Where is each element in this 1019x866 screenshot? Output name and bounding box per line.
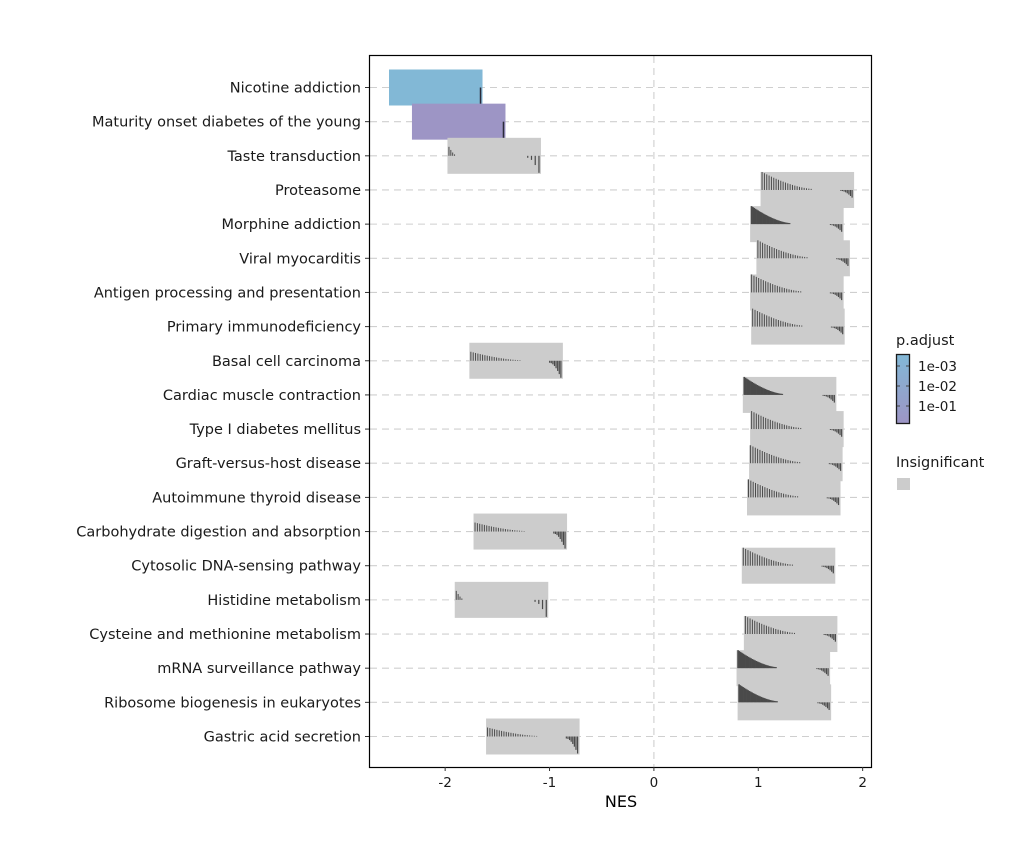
pathway-box-group (473, 513, 568, 550)
y-tick-label: Antigen processing and presentation (94, 285, 361, 301)
y-tick-label: Histidine metabolism (207, 593, 361, 609)
legend-colorbar-title: p.adjust (896, 333, 955, 349)
pathway-box (486, 718, 580, 755)
pathway-box-group (756, 240, 850, 277)
pathway-box-group (741, 547, 836, 584)
x-tick-label: 0 (650, 775, 659, 791)
pathway-box (750, 411, 844, 448)
y-tick-label: Morphine addiction (221, 217, 361, 233)
pathway-box-group (447, 137, 541, 174)
x-tick-label: 2 (858, 775, 867, 791)
y-tick-label: Type I diabetes mellitus (189, 422, 361, 438)
legend-colorbar (895, 353, 911, 425)
pathway-box (750, 274, 844, 311)
pathway-box (749, 445, 843, 482)
y-tick-label: Viral myocarditis (239, 251, 361, 267)
pathway-box-group (749, 445, 843, 482)
x-axis: -2 -1 0 1 2 (438, 767, 867, 791)
pathway-box (741, 547, 836, 584)
y-tick-label: Taste transduction (226, 149, 361, 165)
pathway-box (760, 171, 855, 208)
pathway-box-group (747, 479, 841, 516)
pathway-box (756, 240, 850, 277)
x-axis-title: NES (605, 792, 637, 811)
x-tick-label: -1 (543, 775, 556, 791)
pathway-box-group (750, 206, 844, 243)
pathway-box (747, 479, 841, 516)
pathway-box-group (454, 581, 549, 618)
pathway-box-group (750, 274, 844, 311)
y-tick-label: Gastric acid secretion (204, 730, 361, 746)
y-tick-label: Nicotine addiction (230, 81, 361, 97)
legend: p.adjust 1e-03 1e-02 1e-01 Insignificant (895, 333, 985, 490)
y-tick-label: Carbohydrate digestion and absorption (76, 525, 361, 541)
y-tick-label: Cardiac muscle contraction (163, 388, 361, 404)
pathway-box-group (750, 411, 844, 448)
pathway-box (473, 513, 568, 550)
y-axis-labels: Nicotine addiction Maturity onset diabete… (76, 81, 369, 746)
pathway-box (447, 137, 541, 174)
y-tick-label: Basal cell carcinoma (212, 354, 361, 370)
pathway-box (411, 103, 506, 140)
pathway-box-group (388, 69, 483, 106)
pathway-box (743, 616, 838, 653)
legend-tick-label: 1e-03 (918, 359, 957, 375)
pathway-box (751, 308, 845, 345)
y-tick-label: Autoimmune thyroid disease (152, 490, 361, 506)
y-tick-label: Proteasome (275, 183, 361, 199)
y-tick-label: Cysteine and methionine metabolism (89, 627, 361, 643)
pathway-box (469, 342, 563, 379)
pathway-box-group (743, 616, 838, 653)
pathway-box-group (737, 684, 832, 721)
y-tick-label: mRNA surveillance pathway (157, 661, 361, 677)
x-tick-label: 1 (754, 775, 763, 791)
y-tick-label: Ribosome biogenesis in eukaryotes (104, 695, 361, 711)
legend-tick-label: 1e-01 (918, 399, 957, 415)
legend-insignificant-title: Insignificant (896, 455, 985, 471)
y-tick-label: Primary immunodeficiency (167, 320, 362, 336)
grid-lines (370, 56, 871, 767)
legend-colorbar-ticks: 1e-03 1e-02 1e-01 (897, 359, 957, 415)
pathway-box (454, 581, 549, 618)
pathway-box-group (742, 376, 837, 413)
pathway-box (388, 69, 483, 106)
pathway-box-group (411, 103, 506, 140)
pathway-box-group (486, 718, 580, 755)
y-tick-label: Maturity onset diabetes of the young (92, 115, 361, 131)
pathway-box-group (736, 650, 831, 687)
y-tick-label: Graft-versus-host disease (176, 456, 362, 472)
pathway-box-group (760, 171, 855, 208)
legend-tick-label: 1e-02 (918, 379, 957, 395)
y-tick-label: Cytosolic DNA-sensing pathway (131, 559, 361, 575)
legend-insignificant-key (897, 478, 910, 490)
pathway-box-group (469, 342, 563, 379)
panel-border (368, 54, 873, 769)
pathway-box-group (751, 308, 845, 345)
pathway-boxes (388, 69, 855, 755)
x-tick-label: -2 (438, 775, 451, 791)
